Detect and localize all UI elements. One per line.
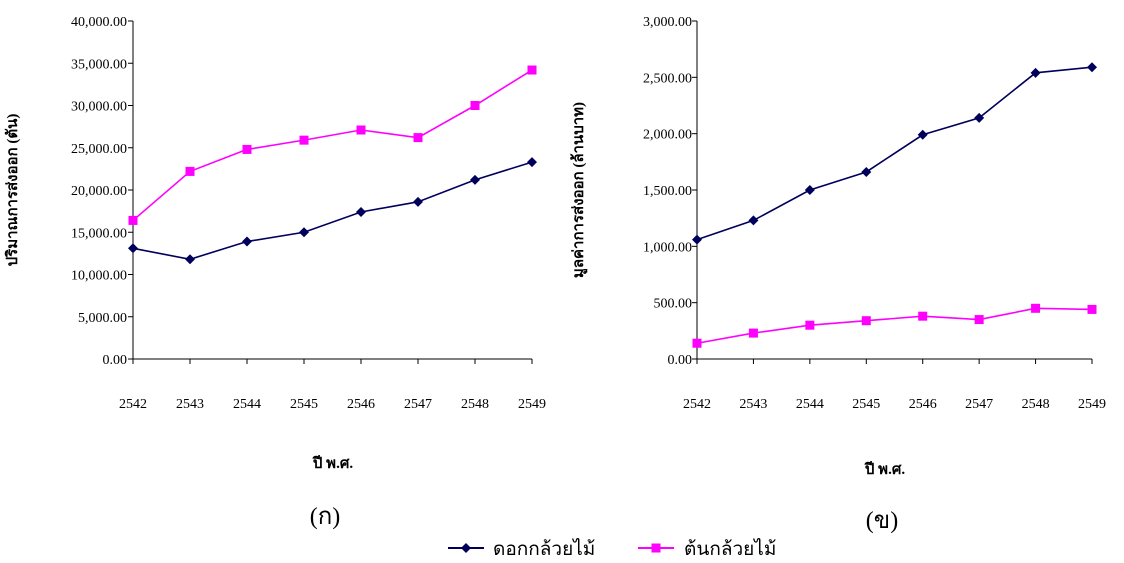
data-point-1 [413, 196, 423, 207]
x-tick-label: 2542 [119, 397, 147, 412]
x-tick-label: 2544 [233, 397, 261, 412]
data-point-2 [974, 315, 984, 325]
x-tick-label: 2546 [347, 397, 375, 412]
x-tick-label: 2545 [290, 397, 318, 412]
y-tick-label: 25,000.00 [71, 142, 127, 157]
y-tick-label: 3,000.00 [643, 15, 692, 30]
data-point-1 [748, 215, 759, 226]
series-line-1 [696, 66, 1093, 241]
data-point-2 [805, 320, 815, 330]
legend-marker-2 [651, 543, 661, 553]
x-tick-label: 2548 [461, 397, 489, 412]
y-tick-label: 30,000.00 [71, 100, 127, 115]
y-tick-label: 15,000.00 [71, 226, 127, 241]
data-point-2 [413, 133, 423, 143]
series-line-2 [132, 69, 533, 222]
y-tick-label: 35,000.00 [71, 57, 127, 72]
x-tick-label: 2547 [965, 397, 993, 412]
series-line-2 [696, 307, 1093, 345]
x-tick-label: 2544 [796, 397, 824, 412]
data-point-1 [185, 254, 195, 265]
data-point-1 [861, 166, 872, 177]
legend-marker-1 [461, 543, 471, 553]
data-point-2 [470, 101, 480, 110]
y-tick-label: 10,000.00 [71, 269, 127, 284]
data-point-1 [804, 185, 815, 195]
y-tick-label: 1,500.00 [643, 184, 692, 199]
y-tick-label: 2,500.00 [643, 71, 692, 86]
y-tick-label: 0.00 [668, 353, 693, 368]
y-axis-title: ปริมาณการส่งออก (ตัน) [3, 114, 21, 267]
data-point-1 [692, 234, 702, 245]
panel-label: (ก) [310, 504, 341, 530]
data-point-1 [974, 112, 985, 123]
y-tick-label: 1,000.00 [643, 240, 692, 255]
x-tick-label: 2547 [404, 397, 432, 412]
data-point-2 [527, 65, 537, 75]
y-axis-title: มูลค่าการส่งออก (ล้านบาท) [570, 102, 588, 278]
data-point-2 [242, 144, 252, 154]
y-tick-label: 5,000.00 [78, 311, 127, 326]
panel-label: (ข) [866, 508, 898, 534]
chart-panel-b: 0.00 500.00 1,000.00 1,500.00 2,000.00 2,500.… [570, 15, 1106, 534]
data-point-1 [356, 206, 366, 217]
x-axis-title: ปี พ.ศ. [864, 461, 905, 478]
data-point-2 [861, 316, 871, 326]
data-point-1 [527, 157, 537, 168]
data-point-2 [128, 215, 138, 225]
data-point-1 [128, 243, 138, 254]
chart-panel-a: 0.00 5,000.00 10,000.00 15,000.00 20,000.00 2… [3, 15, 546, 530]
x-tick-label: 2543 [176, 397, 204, 412]
data-point-1 [242, 236, 252, 247]
data-point-2 [1031, 303, 1041, 313]
x-axis-title: ปี พ.ศ. [312, 455, 353, 472]
x-tick-label: 2543 [739, 397, 767, 412]
data-point-1 [1087, 62, 1097, 73]
x-tick-label: 2549 [518, 397, 546, 412]
y-tick-label: 0.00 [103, 353, 128, 368]
data-point-1 [1030, 67, 1041, 78]
legend-label-1: ดอกกล้วยไม้ [493, 538, 595, 560]
series-line-1 [132, 161, 533, 261]
y-tick-label: 40,000.00 [71, 15, 127, 30]
x-tick-label: 2545 [852, 397, 880, 412]
data-point-2 [356, 125, 366, 135]
data-point-2 [918, 311, 928, 321]
data-point-1 [470, 174, 480, 185]
x-tick-label: 2542 [683, 397, 711, 412]
x-tick-label: 2546 [909, 397, 937, 412]
data-point-2 [1087, 304, 1097, 314]
data-point-1 [299, 227, 309, 238]
data-point-1 [917, 129, 928, 140]
x-tick-label: 2549 [1078, 397, 1106, 412]
legend-label-2: ต้นกล้วยไม้ [684, 538, 776, 560]
x-tick-label: 2548 [1022, 397, 1050, 412]
legend: ดอกกล้วยไม้ ต้นกล้วยไม้ [448, 538, 776, 560]
data-point-2 [692, 338, 702, 348]
data-point-2 [748, 328, 758, 338]
y-tick-label: 20,000.00 [71, 184, 127, 199]
y-tick-label: 500.00 [654, 297, 693, 312]
data-point-2 [299, 135, 309, 145]
data-point-2 [185, 166, 195, 176]
y-tick-label: 2,000.00 [643, 128, 692, 143]
